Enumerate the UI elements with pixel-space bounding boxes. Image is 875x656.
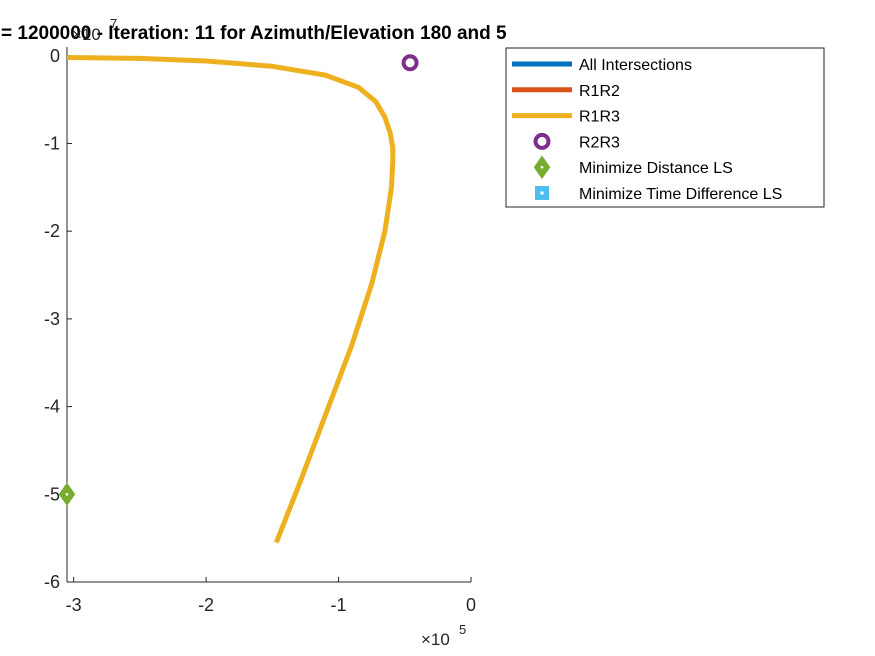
- x-axis-exponent: ×10 5: [421, 622, 466, 649]
- r2r3-legend-marker: [533, 132, 551, 150]
- legend-label-minimize-time-difference-ls: Minimize Time Difference LS: [579, 186, 782, 203]
- legend-label-minimize-distance-ls: Minimize Distance LS: [579, 160, 733, 177]
- legend-entry-r2r3: R2R3: [533, 132, 620, 151]
- minimize-distance-ls-marker-center: [65, 492, 69, 496]
- legend-label-all-intersections: All Intersections: [579, 57, 692, 74]
- y-tick-label: -4: [44, 397, 60, 417]
- legend-entry-minimize-distance-ls: Minimize Distance LS: [533, 155, 733, 179]
- legend-entry-r1r2: R1R2: [512, 83, 620, 100]
- y-ticks: 0 -1 -2 -3 -4 -5 -6: [44, 46, 72, 592]
- y-tick-label: -2: [44, 221, 60, 241]
- plot-area: [58, 54, 419, 544]
- y-axis-exponent: ×10 7: [72, 16, 117, 44]
- y-tick-label: -1: [44, 133, 60, 153]
- y-tick-label: 0: [50, 46, 60, 66]
- chart-title: = 1200000 - Iteration: 11 for Azimuth/El…: [1, 23, 507, 44]
- series-layer: [66, 55, 396, 544]
- legend: All Intersections R1R2 R1R3 R2R3 Minimize Di…: [505, 47, 825, 208]
- x-exponent-power: 5: [459, 622, 466, 637]
- y-tick-label: -5: [44, 484, 60, 504]
- legend-entry-r1r3: R1R3: [512, 109, 620, 126]
- legend-label-r1r2: R1R2: [579, 83, 620, 100]
- legend-entry-minimize-time-difference-ls: Minimize Time Difference LS: [535, 186, 782, 203]
- legend-box: [505, 47, 825, 208]
- y-exponent-base: ×10: [72, 25, 101, 44]
- minimize-distance-ls-legend-marker-center: [540, 165, 544, 169]
- x-tick-label: -1: [331, 595, 347, 615]
- x-ticks: -3 -2 -1 0: [66, 577, 476, 615]
- marker-layer: [58, 54, 419, 507]
- y-exponent-power: 7: [110, 16, 117, 31]
- x-exponent-base: ×10: [421, 630, 450, 649]
- x-tick-label: -2: [198, 595, 214, 615]
- legend-label-r1r3: R1R3: [579, 109, 620, 126]
- series-line-r1r3: [66, 55, 396, 544]
- minimize-time-difference-ls-legend-marker-center: [540, 191, 544, 195]
- x-tick-label: -3: [66, 595, 82, 615]
- legend-entry-all-intersections: All Intersections: [512, 57, 692, 74]
- y-tick-label: -3: [44, 309, 60, 329]
- x-tick-label: 0: [466, 595, 476, 615]
- y-tick-label: -6: [44, 572, 60, 592]
- r2r3-marker: [401, 54, 419, 72]
- legend-label-r2r3: R2R3: [579, 134, 620, 151]
